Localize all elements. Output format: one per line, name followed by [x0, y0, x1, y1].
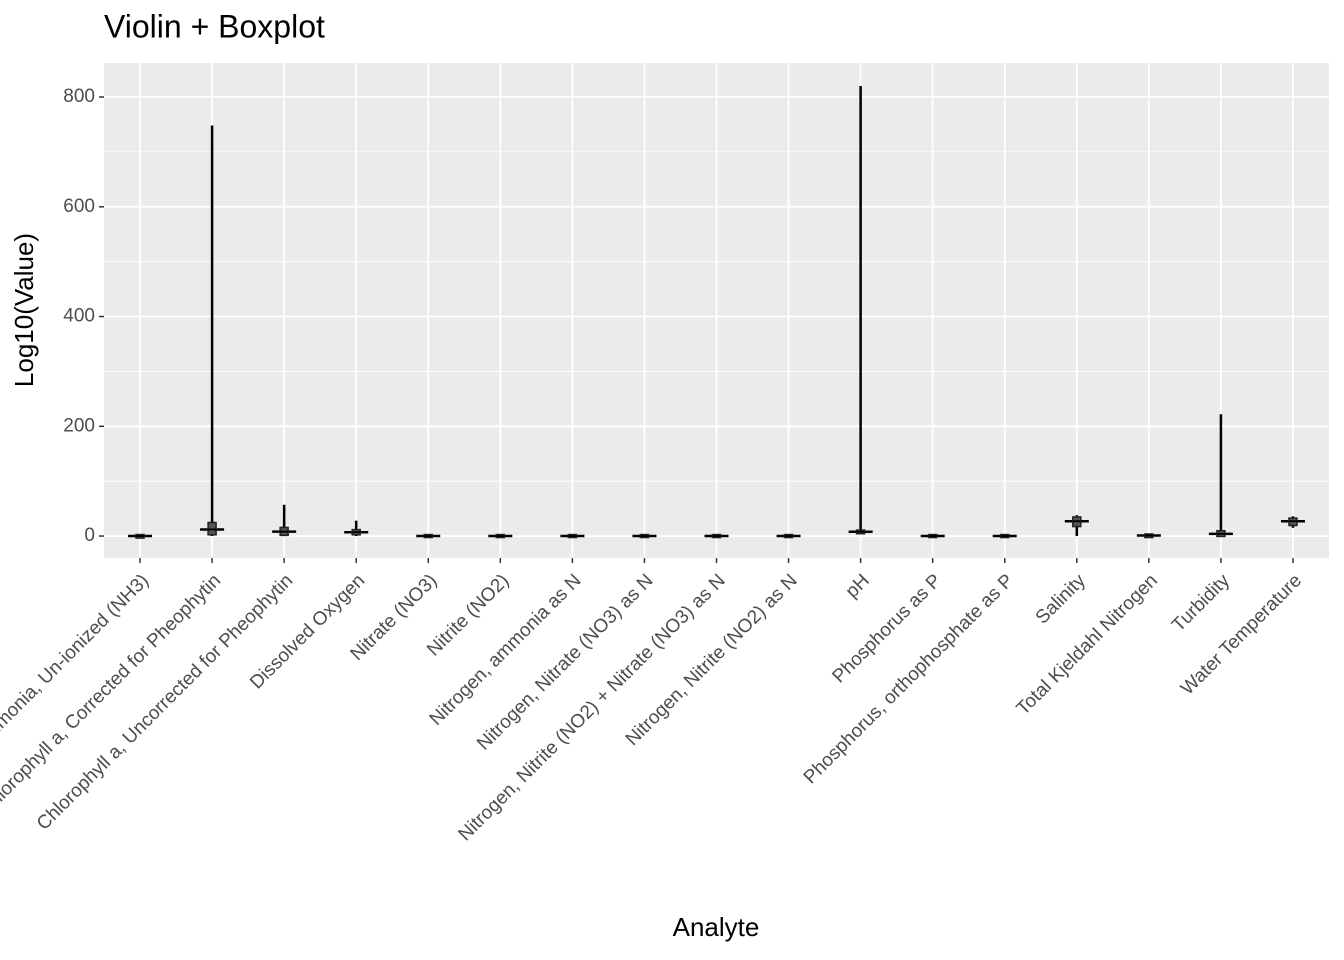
y-tick-label: 400	[63, 306, 95, 327]
chart-title: Violin + Boxplot	[104, 8, 325, 44]
x-tick-label: pH	[842, 570, 874, 602]
y-tick-label: 0	[84, 525, 95, 546]
x-tick-label: Chlorophyll a, Uncorrected for Pheophyti…	[33, 570, 297, 834]
x-axis-title: Analyte	[673, 912, 760, 942]
y-tick-label: 800	[63, 86, 95, 107]
y-tick-label: 600	[63, 196, 95, 217]
x-tick-label: Salinity	[1032, 570, 1091, 629]
y-tick-label: 200	[63, 415, 95, 436]
x-tick-label: Water Temperature	[1177, 570, 1306, 699]
x-tick-label: Nitrogen, Nitrite (NO2) + Nitrate (NO3) …	[455, 570, 730, 845]
x-tick-label: Turbidity	[1168, 570, 1234, 636]
y-axis-title: Log10(Value)	[9, 233, 39, 387]
x-tick-label: Total Kjeldahl Nitrogen	[1013, 570, 1162, 719]
